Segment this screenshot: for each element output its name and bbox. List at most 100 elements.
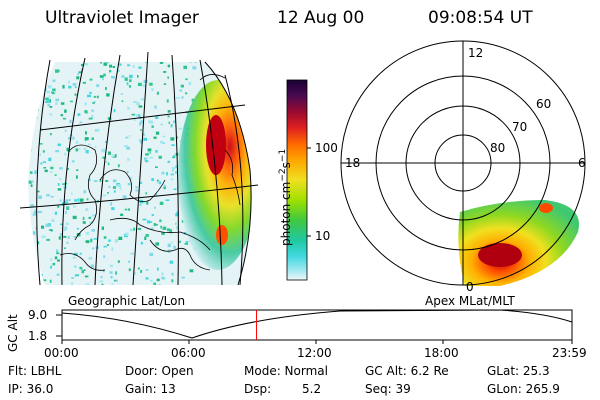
noise-pixel	[138, 114, 141, 118]
noise-pixel	[192, 66, 197, 70]
noise-pixel	[58, 236, 61, 240]
noise-pixel	[85, 240, 90, 244]
noise-pixel	[100, 275, 103, 279]
noise-pixel	[40, 127, 43, 131]
time-label: 09:08:54 UT	[428, 8, 533, 28]
noise-pixel	[96, 128, 100, 132]
gc-altitude-curve	[61, 309, 573, 339]
noise-pixel	[124, 145, 128, 148]
noise-pixel	[140, 241, 143, 245]
noise-pixel	[89, 221, 94, 224]
noise-pixel	[72, 215, 77, 220]
noise-pixel	[155, 224, 158, 226]
date-label: 12 Aug 00	[277, 8, 365, 28]
noise-pixel	[102, 194, 107, 197]
noise-pixel	[103, 245, 107, 248]
noise-pixel	[41, 225, 45, 229]
noise-pixel	[118, 236, 123, 240]
noise-pixel	[165, 199, 170, 201]
noise-pixel	[55, 98, 60, 102]
noise-pixel	[163, 83, 167, 85]
noise-pixel	[30, 108, 35, 111]
noise-pixel	[32, 213, 37, 216]
noise-pixel	[111, 247, 114, 251]
noise-pixel	[65, 222, 69, 225]
noise-pixel	[39, 143, 43, 145]
noise-pixel	[80, 267, 83, 270]
noise-pixel	[90, 239, 93, 243]
noise-pixel	[114, 154, 117, 158]
status-ip: IP: 36.0	[8, 382, 54, 396]
noise-pixel	[151, 214, 154, 216]
noise-pixel	[41, 88, 43, 92]
noise-pixel	[173, 154, 175, 158]
noise-pixel	[48, 95, 51, 98]
noise-pixel	[39, 73, 42, 76]
noise-pixel	[184, 242, 188, 245]
noise-pixel	[72, 136, 75, 140]
noise-pixel	[47, 103, 50, 107]
noise-pixel	[189, 62, 192, 63]
noise-pixel	[40, 274, 43, 276]
noise-pixel	[140, 269, 143, 273]
noise-pixel	[135, 186, 138, 189]
noise-pixel	[37, 108, 39, 112]
colorbar-tick-100: 100	[315, 141, 338, 155]
colorbar-unit-label: photon cm−2s−1	[278, 148, 293, 246]
noise-pixel	[49, 106, 53, 108]
noise-pixel	[60, 223, 63, 226]
noise-pixel	[112, 286, 114, 289]
noise-pixel	[117, 164, 120, 168]
noise-pixel	[90, 264, 94, 268]
noise-pixel	[100, 62, 102, 64]
noise-pixel	[127, 260, 130, 263]
noise-pixel	[111, 154, 115, 158]
noise-pixel	[167, 115, 170, 118]
noise-pixel	[99, 75, 104, 78]
noise-pixel	[145, 153, 149, 156]
noise-pixel	[149, 82, 153, 86]
noise-pixel	[81, 64, 84, 67]
lat-label-80: 80	[490, 141, 506, 155]
colorbar-tick-10: 10	[315, 229, 331, 243]
noise-pixel	[133, 100, 137, 103]
noise-pixel	[111, 207, 115, 211]
noise-pixel	[85, 283, 90, 285]
noise-pixel	[173, 120, 176, 124]
noise-pixel	[145, 269, 149, 271]
noise-pixel	[74, 93, 77, 96]
noise-pixel	[46, 238, 50, 241]
noise-pixel	[146, 157, 149, 160]
noise-pixel	[138, 105, 143, 108]
noise-pixel	[50, 258, 53, 261]
noise-pixel	[52, 262, 56, 266]
noise-pixel	[185, 241, 189, 243]
noise-pixel	[88, 257, 93, 260]
noise-pixel	[125, 136, 129, 139]
noise-pixel	[81, 269, 84, 274]
colorbar	[286, 79, 311, 281]
noise-pixel	[162, 135, 166, 138]
noise-pixel	[52, 79, 56, 82]
noise-pixel	[32, 265, 37, 268]
noise-pixel	[155, 166, 158, 168]
timeline-xtick-1200: 12:00	[297, 346, 332, 360]
noise-pixel	[134, 272, 137, 275]
noise-pixel	[162, 142, 166, 144]
noise-pixel	[46, 99, 51, 103]
noise-pixel	[108, 239, 111, 242]
noise-pixel	[30, 184, 33, 187]
right-panel-caption: Apex MLat/MLT	[425, 294, 515, 308]
noise-pixel	[117, 184, 122, 188]
noise-pixel	[136, 60, 138, 62]
noise-pixel	[64, 152, 67, 156]
noise-pixel	[72, 256, 76, 259]
geographic-image	[19, 51, 259, 289]
noise-pixel	[101, 148, 105, 153]
noise-pixel	[176, 211, 179, 215]
noise-pixel	[147, 152, 150, 155]
noise-pixel	[139, 203, 142, 206]
noise-pixel	[149, 221, 153, 223]
noise-pixel	[57, 183, 60, 186]
